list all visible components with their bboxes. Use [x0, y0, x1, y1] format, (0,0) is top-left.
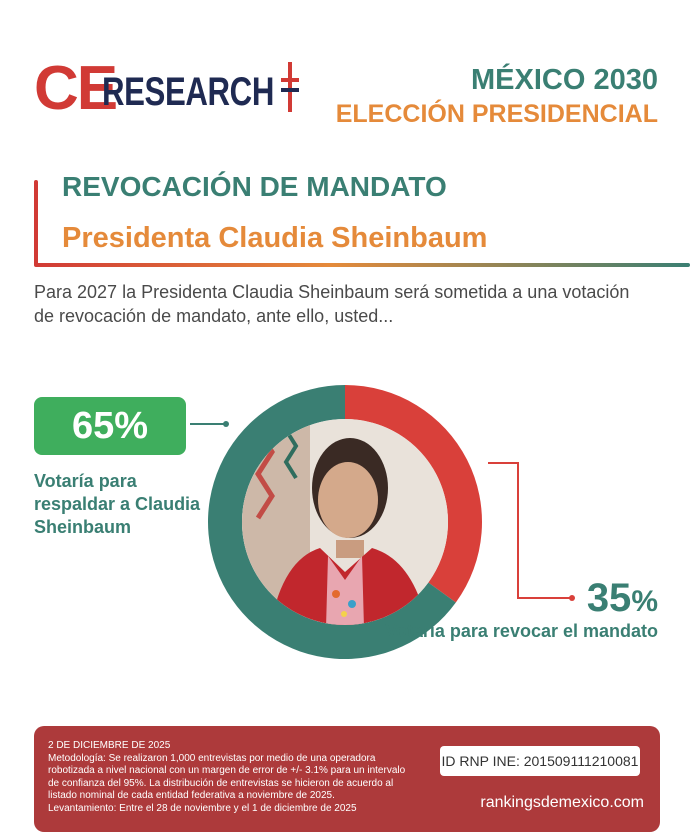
support-leader-line — [190, 421, 229, 427]
revoke-percent: 35% — [587, 574, 658, 626]
logo-research-text: RESEARCH — [102, 70, 274, 114]
logo-ce-text: CE — [34, 54, 118, 123]
revoke-percent-sign: % — [631, 585, 658, 618]
donut-slice-support — [207, 385, 456, 659]
header-election-title: MÉXICO 2030 ELECCIÓN PRESIDENCIAL — [336, 64, 658, 130]
survey-date: 2 DE DICIEMBRE DE 2025 — [48, 740, 171, 751]
header-line-mexico-2030: MÉXICO 2030 — [471, 64, 658, 96]
page-subtitle: Presidenta Claudia Sheinbaum — [62, 222, 488, 254]
fieldwork-dates: Levantamiento: Entre el 28 de noviembre … — [48, 802, 357, 814]
rnp-id-badge: ID RNP INE: 201509111210081 — [440, 746, 640, 776]
ce-research-logo: CE RESEARCH — [34, 54, 299, 123]
survey-question: Para 2027 la Presidenta Claudia Sheinbau… — [34, 282, 630, 326]
donut-slice-revoke — [345, 385, 482, 603]
support-percent-badge: 65% — [34, 397, 186, 455]
methodology-description: Metodología: Se realizaron 1,000 entrevi… — [48, 752, 406, 802]
revoke-percent-number: 35 — [586, 576, 632, 620]
donut-slices — [207, 385, 482, 659]
methodology-footer: 2 DE DICIEMBRE DE 2025 Metodología: Se r… — [34, 726, 660, 832]
title-bracket-vertical — [34, 180, 38, 266]
revoke-leader-line — [488, 462, 575, 601]
page-title: REVOCACIÓN DE MANDATO — [62, 171, 447, 202]
logo-cross-mark-icon — [281, 62, 299, 112]
revoke-label: Votaría para revocar el mandato — [385, 621, 658, 641]
portrait-photo — [242, 419, 448, 625]
header-line-eleccion: ELECCIÓN PRESIDENCIAL — [335, 100, 658, 128]
website-link[interactable]: rankingsdemexico.com — [480, 794, 644, 811]
title-gradient-divider — [34, 263, 690, 267]
methodology-text: 2 DE DICIEMBRE DE 2025 Metodología: Se r… — [48, 740, 418, 816]
support-label: Votaría para respaldar a Claudia Sheinba… — [34, 471, 201, 537]
